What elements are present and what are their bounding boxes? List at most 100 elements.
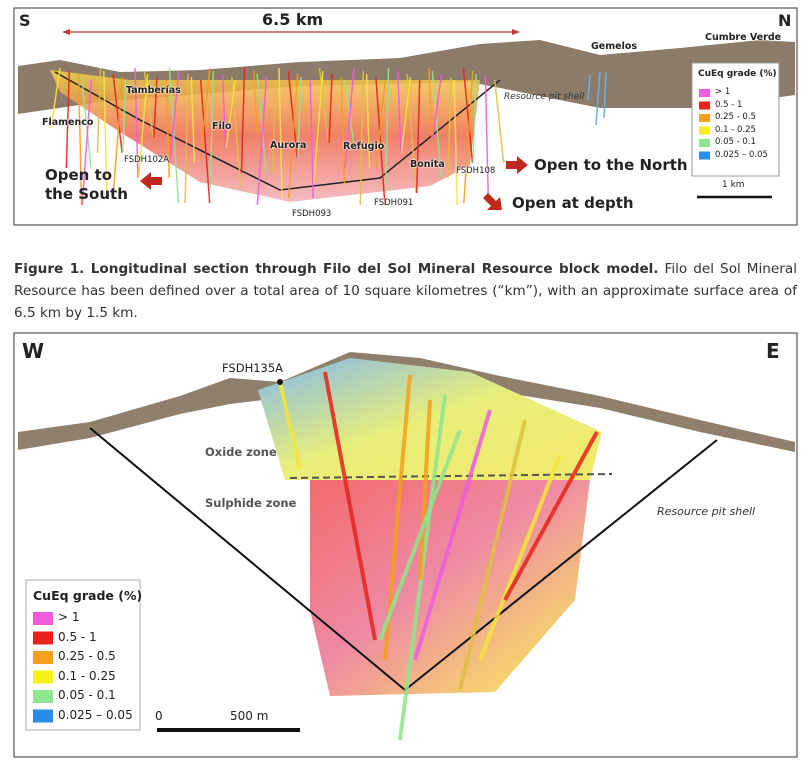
drill-hole (190, 76, 196, 164)
legend-swatch (33, 651, 53, 664)
drill-hole (318, 67, 330, 144)
drill-hole (493, 79, 505, 164)
hole-label: FSDH108 (456, 166, 496, 176)
drill-hole (256, 76, 268, 206)
drill-hole (278, 381, 302, 471)
place: Refugio (343, 141, 385, 152)
drill-hole (375, 76, 386, 206)
legend-swatch (33, 631, 53, 645)
drill-hole (463, 70, 474, 204)
drill-hole (462, 67, 474, 164)
drill-hole (103, 70, 108, 194)
drill-hole (365, 73, 371, 169)
legend-swatch (699, 139, 710, 147)
note: Open at depth (512, 194, 634, 212)
place: Gemelos (591, 41, 638, 52)
terrain (18, 40, 795, 114)
drill-hole (359, 70, 365, 206)
drill-hole (397, 70, 402, 154)
legend-swatch (699, 89, 710, 97)
drill-hole (169, 70, 180, 164)
legend-swatch (699, 101, 710, 110)
drill-hole (153, 76, 158, 139)
drill-hole (81, 79, 92, 206)
drill-holes (50, 67, 607, 206)
drill-hole (378, 429, 462, 641)
arrow-head (512, 29, 520, 35)
legend-label: 0.25 - 0.5 (715, 112, 756, 122)
note: Open to the North (534, 156, 688, 174)
place: Bonita (410, 159, 445, 170)
caption: Figure 1. Longitudinal section through F… (14, 258, 797, 324)
hole-label: FSDH093 (292, 209, 332, 219)
zone-label: Sulphide zone (205, 496, 297, 510)
drill-hole (165, 79, 170, 179)
zone-boundary (289, 473, 613, 479)
legend-title: CuEq grade (%) (33, 588, 143, 603)
drill-hole (184, 73, 189, 204)
hole-label: FSDH135A (222, 361, 284, 375)
drill-hole (375, 79, 386, 169)
legend-swatch (33, 709, 53, 723)
drill-hole (428, 67, 433, 139)
legend-label: 0.1 - 0.25 (715, 124, 756, 135)
drill-hole (278, 67, 283, 199)
drill-hole (344, 67, 355, 169)
drill-hole (384, 67, 390, 194)
drill-hole (271, 79, 277, 174)
drill-hole (96, 67, 102, 154)
legend-label: 0.025 – 0.05 (58, 707, 133, 722)
direction: E (766, 339, 780, 363)
pit-label: Resource pit shell (504, 92, 585, 102)
arrow-depth (483, 193, 502, 210)
drill-hole (595, 71, 601, 126)
drill-hole (603, 71, 607, 119)
drill-hole (225, 79, 236, 149)
hole-label: FSDH102A (124, 155, 170, 165)
drill-hole (503, 431, 599, 601)
drill-hole (287, 73, 299, 199)
drill-hole (313, 70, 324, 184)
caption-text: Filo del Sol Mineral Resource has been d… (14, 260, 797, 321)
legend-swatch (33, 690, 53, 703)
legend-swatches (699, 89, 710, 160)
span-label: 6.5 km (262, 10, 324, 29)
legend-title: CuEq grade (%) (698, 69, 777, 79)
drill-hole (484, 76, 490, 204)
drill-hole (413, 409, 492, 661)
legend-label: 0.25 - 0.5 (58, 649, 116, 663)
legend-label: 0.05 - 0.1 (715, 137, 756, 147)
drill-hole (81, 76, 92, 169)
scale-label: 0 (155, 709, 163, 723)
drill-hole (431, 73, 443, 139)
direction: W (22, 339, 45, 363)
drill-hole (200, 67, 211, 149)
drill-hole (112, 73, 123, 154)
hole-label: FSDH091 (374, 198, 414, 208)
scale-label: 1 km (722, 180, 745, 190)
drill-hole (328, 73, 333, 144)
legend-label: 0.5 - 1 (58, 629, 97, 644)
legend-label: 0.1 - 0.25 (58, 668, 116, 683)
drill-hole (431, 70, 443, 179)
drill-hole (143, 70, 155, 139)
place: Tamberías (126, 85, 181, 96)
drill-hole (418, 399, 432, 581)
drill-hole (587, 74, 591, 101)
sulphide-block (310, 480, 590, 696)
note: Open to the South (45, 166, 128, 203)
drill-hole (199, 79, 211, 204)
scale-label: 500 m (230, 709, 269, 723)
drill-hole (343, 79, 355, 144)
drill-hole (287, 70, 299, 159)
caption-bold: Figure 1. Longitudinal section through F… (14, 260, 659, 277)
legend-swatch (699, 126, 710, 135)
collar (277, 379, 283, 385)
drill-hole (77, 73, 83, 206)
place: Cumbre Verde (705, 32, 782, 43)
direction: N (778, 11, 792, 30)
place: Flamenco (42, 117, 94, 128)
drill-hole (458, 419, 527, 691)
pit-shell (54, 71, 501, 191)
